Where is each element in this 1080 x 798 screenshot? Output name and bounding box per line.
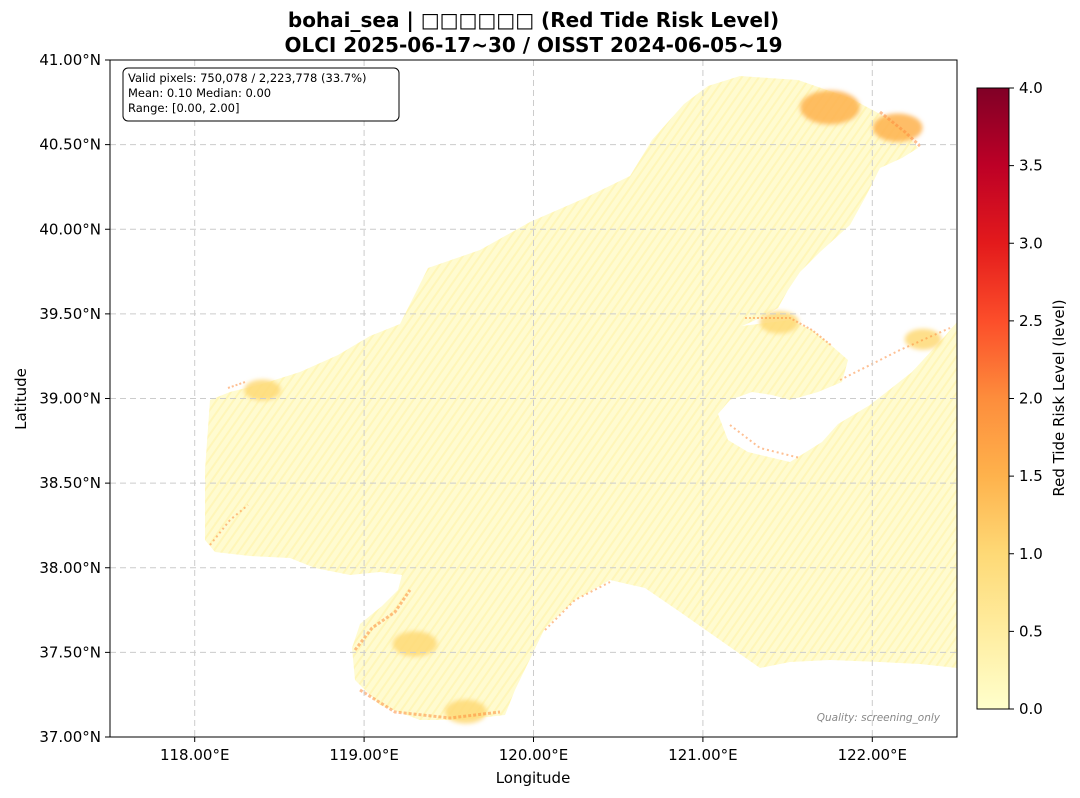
y-tick-label: 40.50°N <box>39 136 101 154</box>
risk-hotspot <box>759 311 799 334</box>
y-axis: 37.00°N 37.50°N 38.00°N 38.50°N 39.00°N 39.50… <box>39 51 110 746</box>
risk-hotspot <box>444 699 487 724</box>
x-tick-label: 121.00°E <box>668 746 737 764</box>
x-tick-label: 120.00°E <box>499 746 568 764</box>
colorbar <box>976 87 1010 710</box>
risk-hotspot <box>904 328 942 350</box>
x-tick-label: 118.00°E <box>160 746 229 764</box>
y-tick-label: 37.50°N <box>39 643 101 661</box>
y-axis-label: Latitude <box>12 368 30 430</box>
y-tick-label: 40.00°N <box>39 220 101 238</box>
chart-title: bohai_sea | □□□□□□ (Red Tide Risk Level) <box>287 8 780 32</box>
colorbar-tick-label: 2.0 <box>1019 390 1043 408</box>
colorbar-tick-label: 0.5 <box>1019 622 1043 640</box>
y-tick-label: 38.50°N <box>39 474 101 492</box>
y-tick-label: 39.50°N <box>39 305 101 323</box>
x-axis-label: Longitude <box>496 769 571 787</box>
colorbar-tick-label: 4.0 <box>1019 79 1043 97</box>
x-tick-label: 119.00°E <box>329 746 398 764</box>
chart-subtitle: OLCI 2025-06-17~30 / OISST 2024-06-05~19 <box>284 33 783 57</box>
colorbar-tick-label: 2.5 <box>1019 312 1043 330</box>
colorbar-tick-label: 1.5 <box>1019 467 1043 485</box>
y-tick-label: 39.00°N <box>39 390 101 408</box>
stats-range: Range: [0.00, 2.00] <box>128 101 239 115</box>
y-tick-label: 38.00°N <box>39 559 101 577</box>
colorbar-tick-label: 1.0 <box>1019 545 1043 563</box>
x-axis: 118.00°E 119.00°E 120.00°E 121.00°E 122.00°E <box>160 737 907 764</box>
risk-hotspot <box>800 90 860 125</box>
colorbar-tick-label: 3.5 <box>1019 157 1043 175</box>
x-tick-label: 122.00°E <box>838 746 907 764</box>
stats-valid-pixels: Valid pixels: 750,078 / 2,223,778 (33.7%… <box>128 71 367 85</box>
stats-box: Valid pixels: 750,078 / 2,223,778 (33.7%… <box>122 67 400 122</box>
risk-hotspot <box>392 631 438 657</box>
y-tick-label: 37.00°N <box>39 728 101 746</box>
y-tick-label: 41.00°N <box>39 51 101 69</box>
risk-hotspot <box>872 113 923 142</box>
quality-annotation: Quality: screening_only <box>817 712 941 724</box>
colorbar-tick-label: 3.0 <box>1019 234 1043 252</box>
risk-hotspot <box>243 379 281 401</box>
colorbar-tick-label: 0.0 <box>1019 700 1043 718</box>
colorbar-ticks: 0.0 0.5 1.0 1.5 2.0 2.5 3.0 3.5 4.0 <box>1009 79 1043 718</box>
stats-mean-median: Mean: 0.10 Median: 0.00 <box>128 86 271 100</box>
colorbar-label: Red Tide Risk Level (level) <box>1050 299 1068 496</box>
